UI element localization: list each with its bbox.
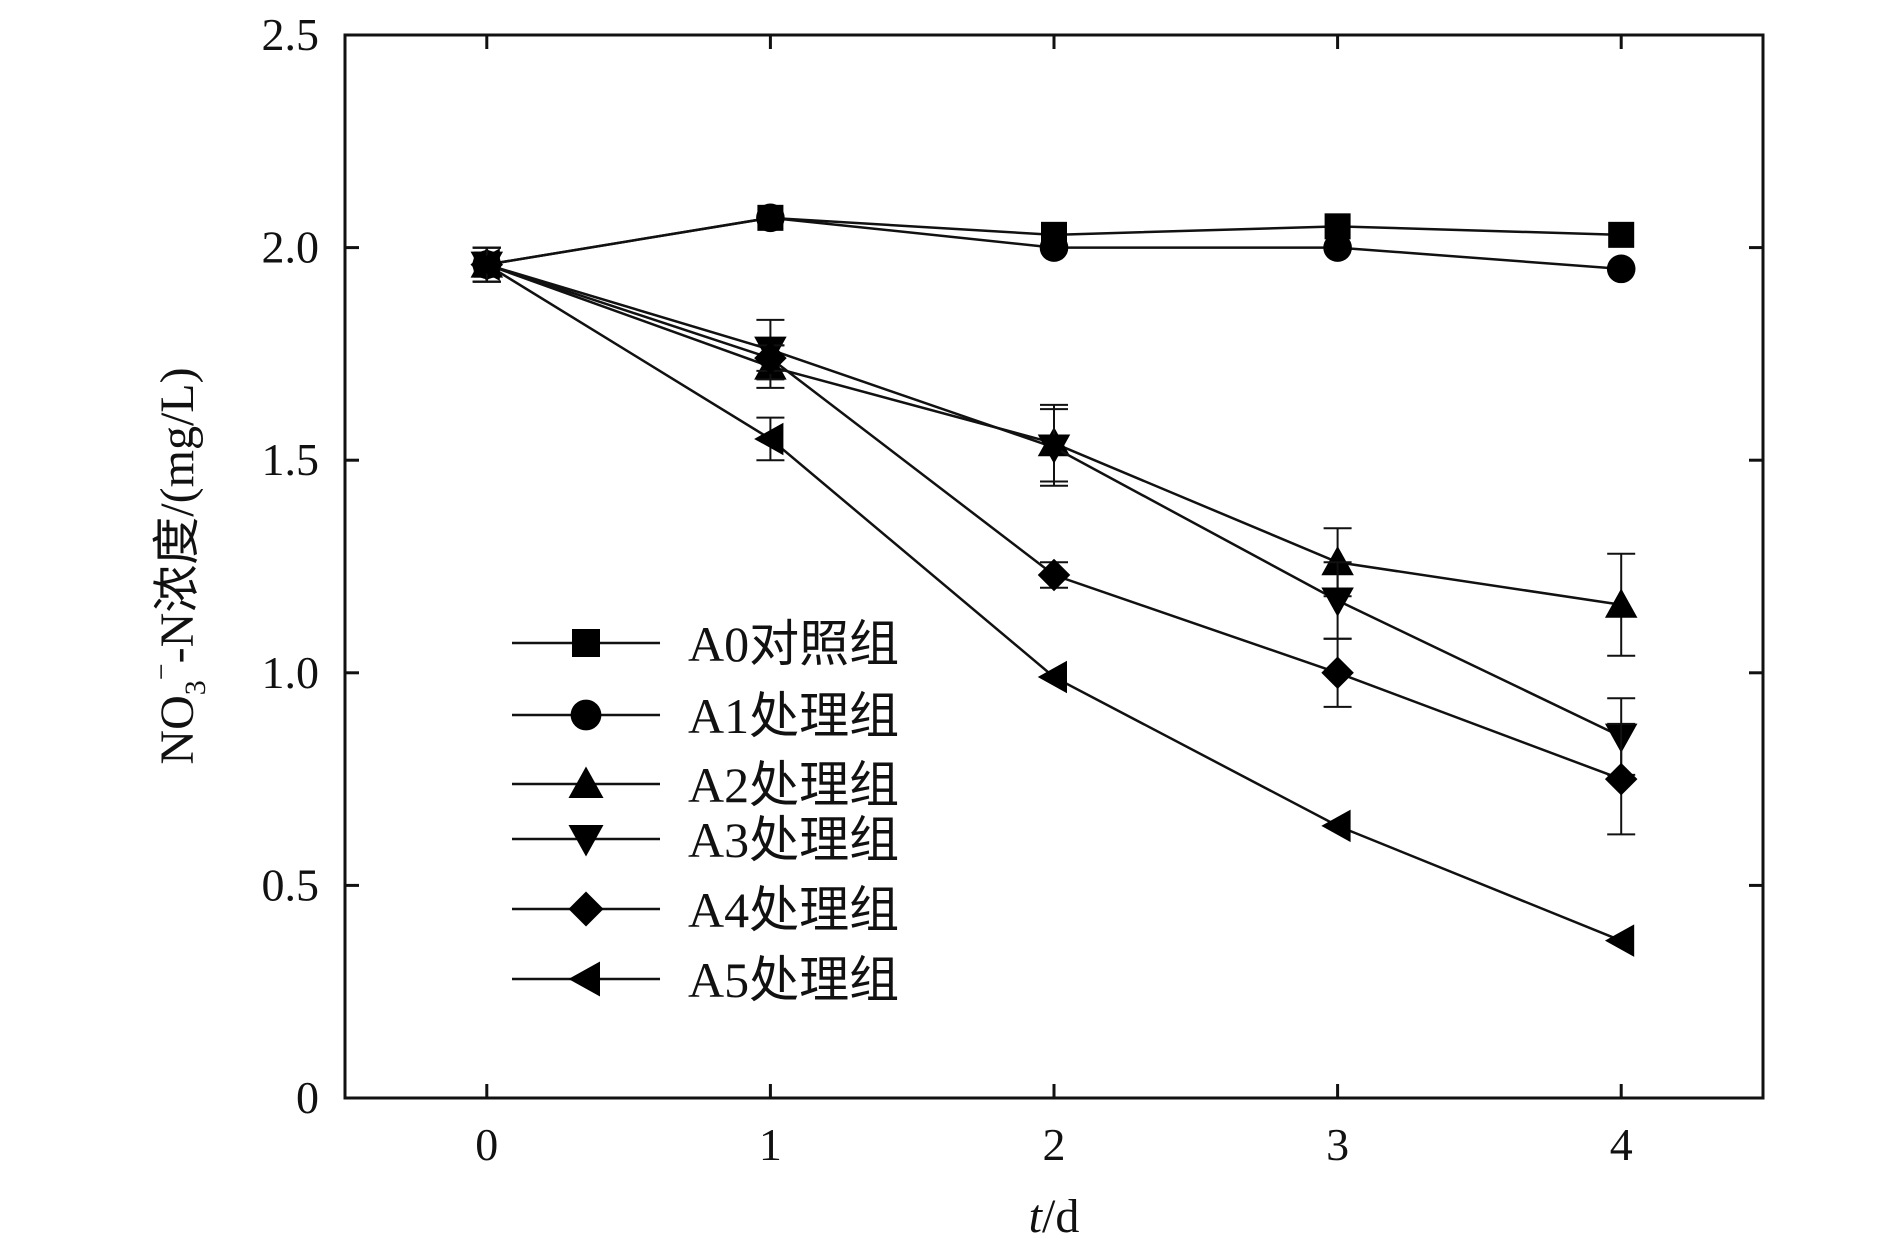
y-axis-title-rest: -N浓度/(mg/L) — [151, 367, 204, 663]
legend-label: A2处理组 — [688, 757, 899, 813]
legend-label: A3处理组 — [688, 812, 899, 868]
series-layer — [470, 203, 1638, 957]
legend-label: A5处理组 — [688, 952, 899, 1008]
legend-marker — [568, 825, 604, 857]
legend-item: A3处理组 — [512, 812, 899, 868]
x-axis-title-var: t — [1029, 1190, 1044, 1243]
x-tick-label: 4 — [1610, 1119, 1633, 1170]
data-point — [754, 341, 787, 375]
legend-item: A4处理组 — [512, 882, 899, 938]
legend-marker — [570, 699, 602, 731]
x-axis-title-unit: /d — [1042, 1190, 1079, 1243]
y-axis-title-sup: − — [145, 663, 178, 680]
x-tick-label: 0 — [475, 1119, 498, 1170]
legend-label: A1处理组 — [688, 688, 899, 744]
series-1 — [472, 203, 1636, 284]
data-point — [1039, 233, 1069, 262]
data-point — [1037, 434, 1071, 464]
data-point — [1321, 545, 1354, 576]
data-point — [1608, 221, 1635, 248]
data-point — [1606, 254, 1636, 284]
data-point — [1323, 233, 1352, 262]
legend-label: A0对照组 — [688, 616, 899, 672]
y-tick-label: 1.0 — [262, 647, 320, 698]
legend-marker — [568, 891, 604, 927]
data-point — [1037, 660, 1067, 694]
data-point — [754, 422, 784, 456]
legend-marker — [568, 961, 600, 997]
x-tick-label: 2 — [1043, 1119, 1066, 1170]
y-axis-title-sub: 3 — [179, 680, 212, 695]
legend-marker — [572, 629, 600, 657]
y-tick-label: 0.5 — [262, 859, 320, 910]
legend-marker — [568, 766, 604, 798]
series-line — [486, 263, 1622, 738]
data-point — [1321, 587, 1354, 617]
data-point — [1604, 588, 1638, 618]
x-axis: 0 1 2 3 4 — [475, 35, 1633, 1170]
series-5 — [470, 246, 1635, 957]
data-point — [1321, 656, 1354, 690]
y-tick-label: 2.0 — [262, 222, 320, 273]
data-point — [1604, 924, 1635, 957]
x-tick-label: 1 — [759, 1119, 782, 1170]
y-tick-label: 1.5 — [262, 434, 320, 485]
legend-item: A2处理组 — [512, 757, 899, 813]
y-axis: 0 0.5 1.0 1.5 2.0 2.5 — [262, 9, 1763, 1123]
y-tick-label: 2.5 — [262, 9, 320, 60]
legend-label: A4处理组 — [688, 882, 899, 938]
series-3 — [470, 246, 1638, 776]
legend-item: A0对照组 — [512, 616, 899, 672]
data-point — [1321, 809, 1351, 843]
data-point — [1037, 558, 1071, 592]
x-tick-label: 3 — [1326, 1119, 1349, 1170]
y-axis-title-base: NO — [151, 695, 204, 764]
x-axis-title: t/d — [1029, 1190, 1080, 1243]
data-point — [470, 248, 500, 281]
y-axis-title: NO3−-N浓度/(mg/L) — [145, 367, 212, 764]
series-line — [486, 263, 1622, 781]
data-point — [1604, 762, 1638, 796]
legend-item: A1处理组 — [512, 688, 899, 744]
y-tick-label: 0 — [296, 1072, 319, 1123]
series-4 — [470, 246, 1638, 836]
data-point — [756, 203, 785, 233]
legend-item: A5处理组 — [512, 952, 899, 1008]
